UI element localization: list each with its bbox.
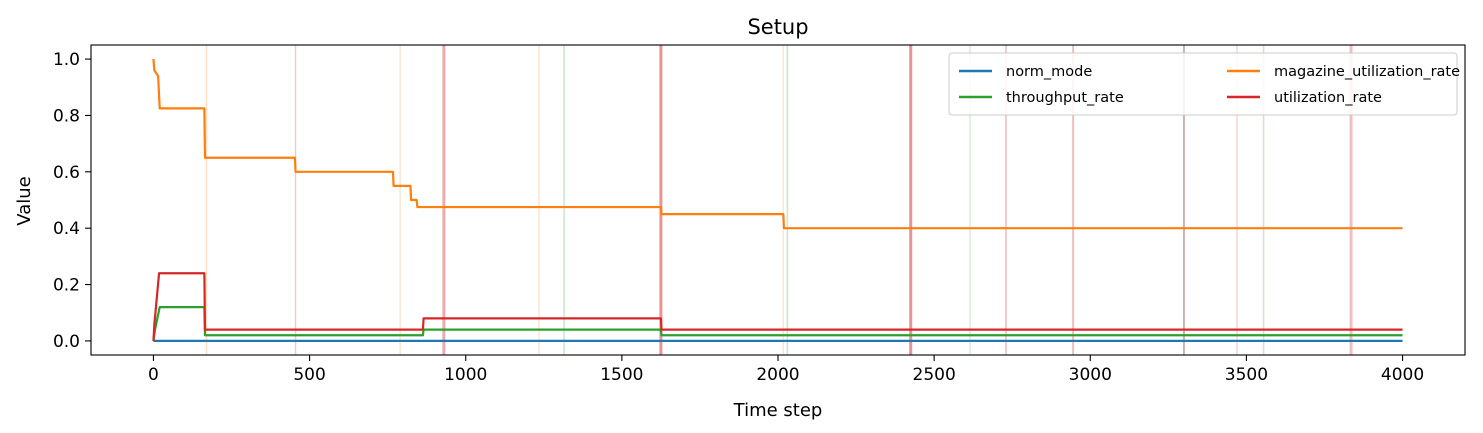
axes: 0 500 1000 1500 2000 2500 3000 3500 4000 0.0 0.2 0.… — [53, 44, 1466, 385]
x-tick-label: 4000 — [1381, 365, 1424, 385]
series-line-magazine-utilization-rate — [152, 58, 1403, 230]
x-tick-label: 0 — [148, 365, 159, 385]
chart-title: Setup — [747, 15, 808, 39]
legend-label: throughput_rate — [1006, 90, 1124, 106]
x-axis-label: Time step — [733, 400, 823, 421]
legend-label: utilization_rate — [1274, 90, 1382, 106]
series-line-utilization-rate — [152, 272, 1403, 341]
legend: norm_mode magazine_utilization_ratethroug… — [948, 52, 1460, 116]
x-tick-label: 3000 — [1069, 365, 1112, 385]
x-tick-label: 500 — [293, 365, 325, 385]
x-tick-label: 2000 — [756, 365, 799, 385]
x-tick-label: 1000 — [444, 365, 487, 385]
series-line-throughput-rate — [152, 305, 1403, 342]
legend-label: magazine_utilization_rate — [1274, 64, 1460, 80]
y-tick-label: 0.2 — [53, 276, 80, 296]
y-tick-label: 0.8 — [53, 106, 80, 126]
x-tick-label: 2500 — [913, 365, 956, 385]
series-lines — [152, 58, 1403, 343]
y-tick-label: 1.0 — [53, 50, 80, 70]
y-tick-label: 0.6 — [53, 163, 80, 183]
x-tick-label: 1500 — [600, 365, 643, 385]
legend-label: norm_mode — [1006, 64, 1092, 80]
x-tick-label: 3500 — [1225, 365, 1268, 385]
legend-box — [948, 52, 1458, 116]
y-tick-label: 0.4 — [53, 219, 80, 239]
y-tick-label: 0.0 — [53, 332, 80, 352]
y-axis-label: Value — [14, 176, 35, 225]
